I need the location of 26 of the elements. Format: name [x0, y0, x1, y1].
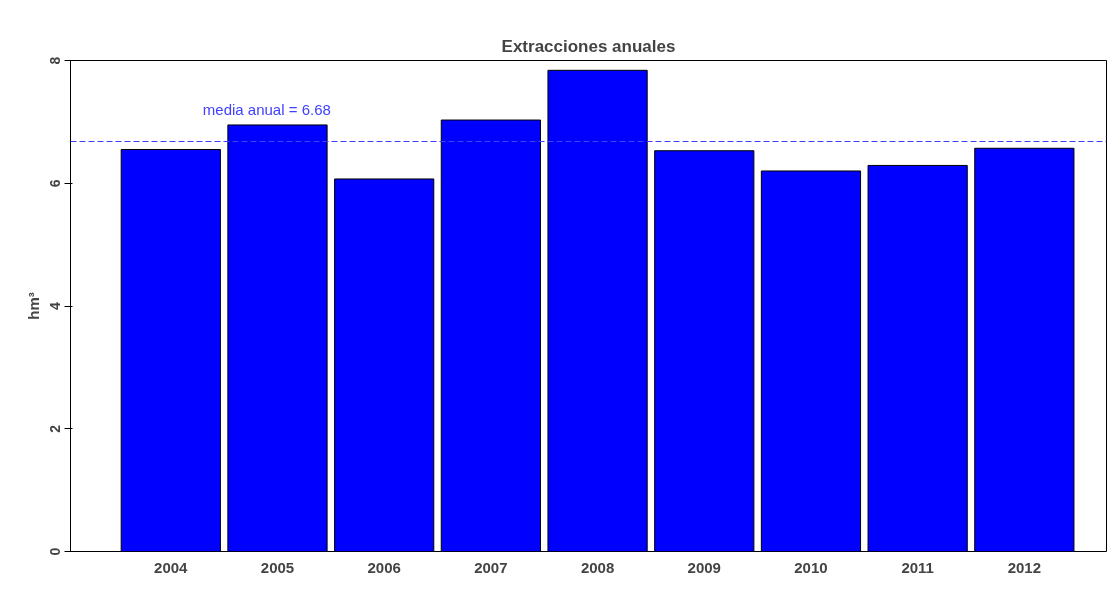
- bar: [547, 69, 648, 552]
- x-tick-label: 2008: [580, 558, 615, 576]
- bar: [974, 147, 1075, 552]
- bar: [654, 150, 755, 552]
- bar: [760, 170, 862, 552]
- bar: [227, 124, 328, 552]
- bar: [120, 148, 221, 552]
- x-tick-label: 2011: [901, 558, 934, 576]
- x-tick-label: 2006: [367, 558, 401, 576]
- ref-line-label: media anual = 6.68: [202, 100, 331, 118]
- x-tick-label: 2010: [794, 558, 828, 576]
- bar: [440, 119, 541, 552]
- y-axis-title: hm³: [24, 292, 42, 320]
- chart-title: Extracciones anuales: [501, 36, 676, 56]
- x-tick-label: 2005: [260, 558, 295, 576]
- y-tick-label: 8: [46, 56, 63, 65]
- x-tick-label: 2007: [474, 558, 508, 576]
- bar: [334, 178, 435, 552]
- y-tick-label: 0: [46, 547, 63, 556]
- y-tick-label: 6: [46, 179, 63, 188]
- x-tick-label: 2004: [154, 558, 189, 576]
- x-tick-label: 2009: [687, 558, 721, 576]
- y-tick-label: 4: [46, 301, 63, 310]
- bar: [867, 164, 968, 552]
- x-tick-label: 2012: [1007, 558, 1042, 576]
- y-tick-label: 2: [46, 424, 63, 433]
